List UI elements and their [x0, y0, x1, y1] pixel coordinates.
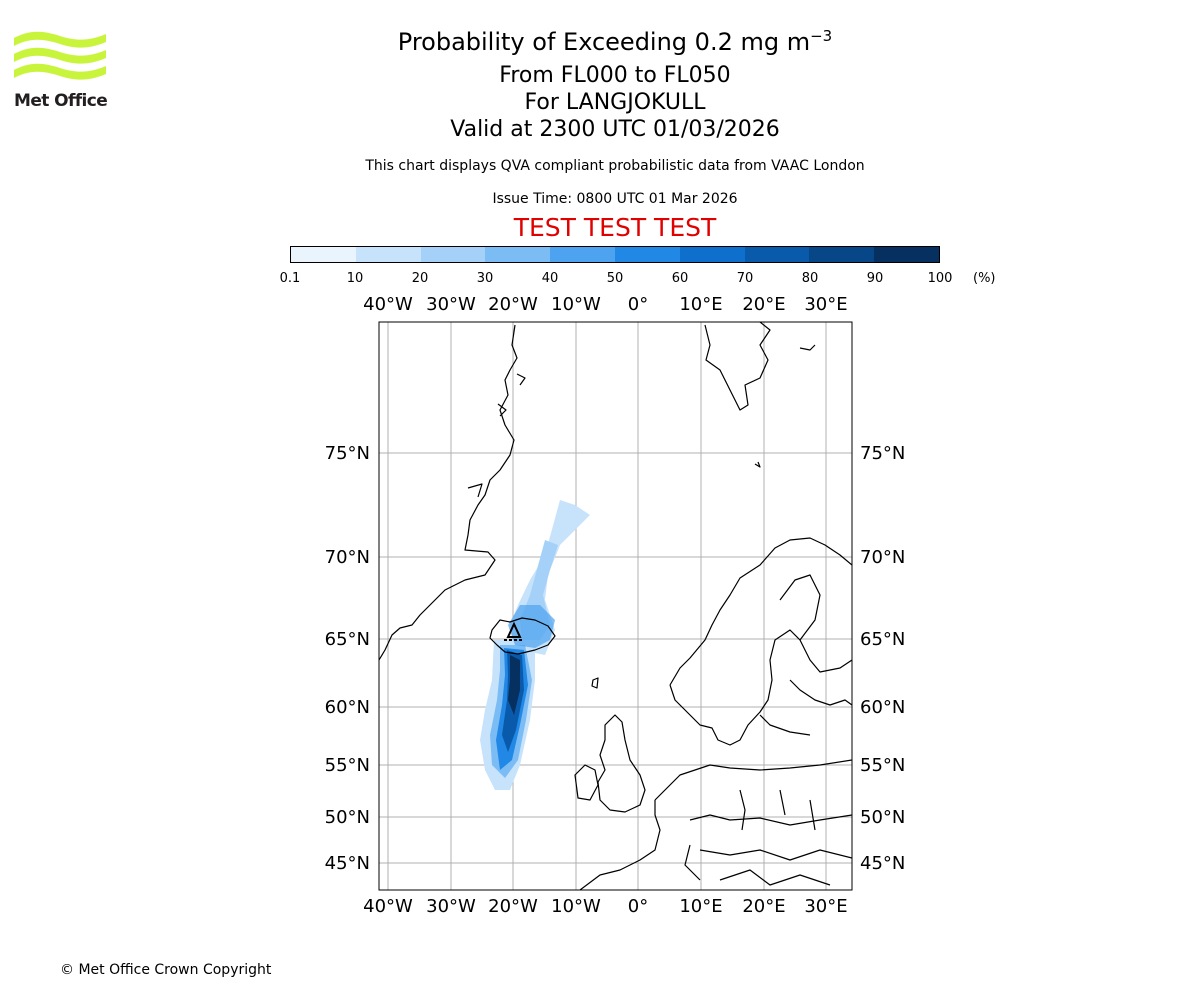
colorbar-tick-label: 10 [346, 271, 364, 286]
colorbar-segment [809, 247, 875, 262]
longitude-label: 10°E [679, 294, 722, 315]
ash-plume-probability [480, 500, 590, 790]
colorbar-tick-label: 100 [927, 271, 953, 286]
longitude-label: 20°E [742, 294, 785, 315]
colorbar-segment [291, 247, 356, 262]
colorbar-segment [744, 247, 810, 262]
colorbar-tick-label: 30 [476, 271, 494, 286]
latitude-label: 65°N [325, 629, 370, 650]
title-superscript: −3 [810, 27, 833, 45]
longitude-label: 30°W [426, 294, 476, 315]
longitude-label: 20°W [488, 294, 538, 315]
latitude-label: 50°N [860, 807, 905, 828]
issue-time: Issue Time: 0800 UTC 01 Mar 2026 [492, 191, 738, 207]
longitude-label: 30°E [804, 294, 847, 315]
colorbar-segment [355, 247, 421, 262]
colorbar-segment [485, 247, 551, 262]
longitude-label: 20°W [488, 896, 538, 917]
latitude-label: 60°N [860, 697, 905, 718]
longitude-label: 10°W [551, 294, 601, 315]
longitude-label: 0° [628, 294, 648, 315]
copyright-text: © Met Office Crown Copyright [60, 962, 272, 978]
colorbar-segment [874, 247, 939, 262]
latitude-label: 70°N [860, 547, 905, 568]
colorbar-segment [420, 247, 486, 262]
longitude-label: 10°E [679, 896, 722, 917]
colorbar-segment [550, 247, 615, 262]
met-office-logo-text: Met Office [14, 91, 108, 111]
colorbar-tick-label: 80 [801, 271, 819, 286]
map-frame [378, 321, 853, 891]
longitude-label: 40°W [363, 896, 413, 917]
met-office-logo-icon [14, 31, 106, 80]
chart-title: Probability of Exceeding 0.2 mg m−3 [0, 27, 1200, 56]
probability-colorbar [290, 246, 940, 263]
map-axis-labels: 40°W 40°W 30°W 30°W 20°W 20°W 10°W 10°W 0° 0° 10°E… [325, 294, 906, 917]
latitude-label: 45°N [325, 853, 370, 874]
longitude-label: 30°W [426, 896, 476, 917]
longitude-label: 10°W [551, 896, 601, 917]
colorbar-unit: (%) [973, 271, 996, 286]
colorbar-tick-label: 70 [736, 271, 754, 286]
latitude-label: 45°N [860, 853, 905, 874]
longitude-label: 0° [628, 896, 648, 917]
colorbar-segment [614, 247, 680, 262]
map-gridlines [379, 322, 852, 890]
latitude-label: 50°N [325, 807, 370, 828]
colorbar-tick-label: 20 [411, 271, 429, 286]
valid-time: Valid at 2300 UTC 01/03/2026 [450, 117, 780, 142]
latitude-label: 75°N [860, 443, 905, 464]
longitude-label: 20°E [742, 896, 785, 917]
colorbar-segment [679, 247, 745, 262]
latitude-label: 55°N [325, 755, 370, 776]
title-text: Probability of Exceeding 0.2 mg m [397, 28, 811, 56]
latitude-label: 55°N [860, 755, 905, 776]
latitude-label: 65°N [860, 629, 905, 650]
colorbar-tick-label: 90 [866, 271, 884, 286]
test-banner: TEST TEST TEST [513, 213, 717, 242]
flight-level-range: From FL000 to FL050 [499, 63, 731, 88]
coastlines [379, 322, 852, 890]
longitude-label: 40°W [363, 294, 413, 315]
latitude-label: 75°N [325, 443, 370, 464]
longitude-label: 30°E [804, 896, 847, 917]
volcano-name: For LANGJOKULL [524, 90, 706, 115]
colorbar-tick-label: 0.1 [279, 271, 301, 286]
colorbar-tick-label: 60 [671, 271, 689, 286]
latitude-label: 60°N [325, 697, 370, 718]
colorbar-tick-label: 50 [606, 271, 624, 286]
latitude-label: 70°N [325, 547, 370, 568]
volcano-triangle-icon [504, 621, 524, 641]
colorbar-tick-label: 40 [541, 271, 559, 286]
disclaimer-text: This chart displays QVA compliant probab… [365, 158, 865, 174]
